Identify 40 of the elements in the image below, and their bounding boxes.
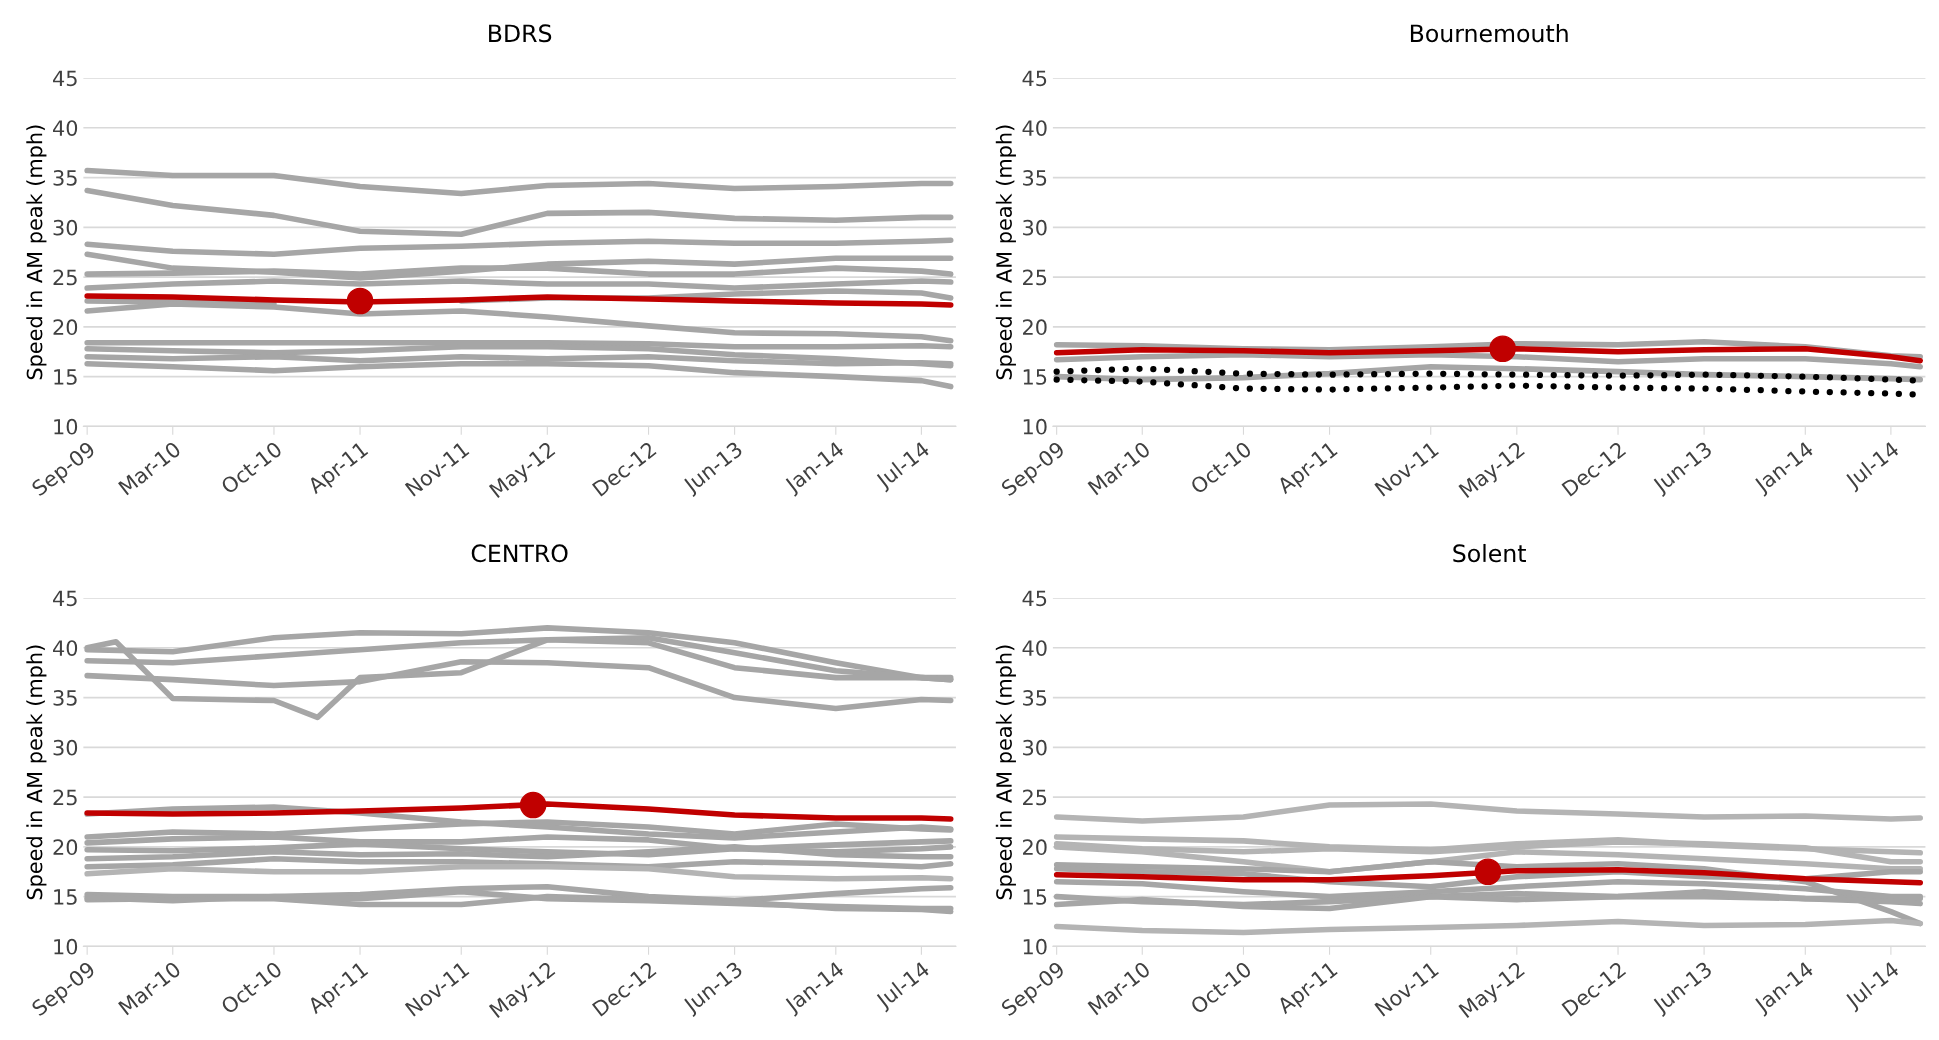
y-tick-label: 10 (1023, 938, 1047, 955)
y-tick-label: 25 (53, 269, 77, 286)
y-tick-label: 15 (54, 369, 77, 385)
y-tick-label: 15 (54, 889, 77, 905)
chart-title: Bournemouth (1410, 23, 1568, 43)
y-tick-label: 40 (1022, 640, 1047, 656)
y-tick-label: 30 (53, 219, 78, 236)
y-axis-title: Speed in AM peak (mph) (26, 645, 47, 900)
y-tick-label: 15 (1023, 889, 1047, 905)
y-tick-label: 10 (1023, 418, 1047, 435)
y-tick-label: 35 (53, 170, 77, 186)
y-tick-label: 40 (53, 640, 78, 656)
y-tick-label: 40 (1022, 120, 1047, 136)
y-tick-label: 10 (54, 938, 78, 955)
y-tick-label: 20 (1023, 839, 1047, 856)
y-tick-label: 25 (1023, 269, 1047, 286)
y-tick-label: 30 (1023, 739, 1047, 756)
y-tick-label: 45 (1022, 590, 1047, 607)
y-tick-label: 25 (1023, 789, 1047, 806)
y-tick-label: 20 (53, 319, 78, 336)
y-axis-title: Speed in AM peak (mph) (995, 645, 1016, 900)
y-tick-label: 45 (53, 70, 77, 87)
chart-title: BDRS (489, 24, 552, 43)
y-tick-label: 30 (53, 739, 78, 756)
y-tick-label: 45 (53, 590, 77, 607)
chart-title: CENTRO (471, 544, 568, 563)
y-axis-title: Speed in AM peak (mph) (995, 125, 1016, 380)
y-tick-label: 15 (1023, 369, 1047, 385)
y-tick-label: 45 (1022, 70, 1047, 87)
y-tick-label: 10 (54, 418, 78, 435)
y-tick-label: 20 (53, 839, 78, 856)
y-tick-label: 25 (53, 789, 77, 806)
y-tick-label: 35 (1023, 170, 1047, 186)
y-tick-label: 40 (53, 120, 78, 136)
y-tick-label: 20 (1023, 319, 1047, 336)
y-tick-label: 35 (1023, 690, 1047, 706)
y-axis-title: Speed in AM peak (mph) (26, 125, 47, 380)
chart-title: Solent (1453, 543, 1526, 563)
y-tick-label: 35 (53, 690, 77, 706)
y-tick-label: 30 (1023, 219, 1047, 236)
